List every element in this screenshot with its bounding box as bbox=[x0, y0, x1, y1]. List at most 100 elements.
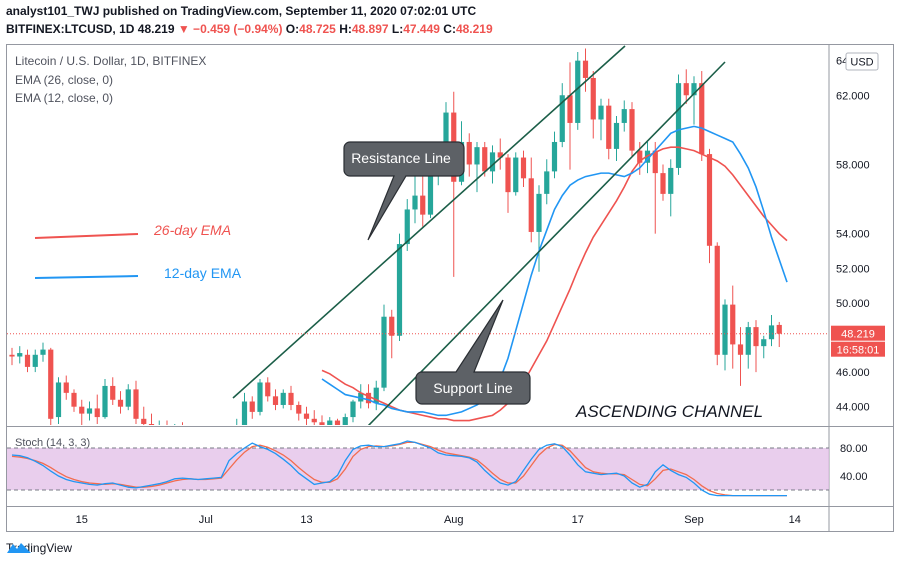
ema26-study-label: EMA (26, close, 0) bbox=[15, 73, 114, 87]
chart-frame[interactable] bbox=[6, 44, 894, 532]
candle-body bbox=[482, 147, 488, 172]
time-tick-label: 15 bbox=[76, 514, 88, 526]
price-tag-label: 48.219 bbox=[841, 329, 875, 341]
candle-body bbox=[164, 427, 169, 436]
time-axis: 15 Jul 13 Aug 17 Sep 14 bbox=[76, 514, 801, 526]
candle-body bbox=[621, 109, 627, 123]
time-tick-label: 14 bbox=[789, 514, 801, 526]
price-tick-label: 54.000 bbox=[836, 229, 870, 241]
candle-body bbox=[714, 245, 720, 355]
candle-body bbox=[652, 150, 658, 174]
candle-body bbox=[9, 354, 15, 357]
candle-body bbox=[660, 173, 666, 194]
price-tick-label: 62.000 bbox=[836, 90, 870, 102]
candle-body bbox=[257, 382, 263, 412]
open-value: 48.725 bbox=[299, 22, 336, 36]
countdown-tag bbox=[831, 341, 885, 357]
candle-body bbox=[172, 431, 177, 436]
candle-body bbox=[188, 438, 193, 445]
price-tick-label: 46.000 bbox=[836, 367, 870, 379]
candle-body bbox=[637, 150, 643, 163]
candle-body bbox=[280, 392, 286, 405]
candle-body bbox=[404, 209, 410, 245]
candle-body bbox=[606, 105, 612, 149]
time-tick-label: 13 bbox=[300, 514, 312, 526]
candle-body bbox=[598, 105, 604, 120]
resistance-callout-label: Resistance Line bbox=[351, 150, 451, 166]
currency-label: USD bbox=[850, 57, 873, 69]
candle-body bbox=[505, 157, 511, 193]
candle-body bbox=[195, 438, 200, 445]
candle-body bbox=[319, 422, 325, 425]
ema12-line bbox=[321, 125, 788, 417]
candle-body bbox=[334, 420, 341, 425]
price-tick-label: 50.000 bbox=[836, 298, 870, 310]
candle-body bbox=[582, 60, 589, 78]
candle-body bbox=[776, 324, 782, 334]
countdown-label: 16:58:01 bbox=[837, 345, 880, 357]
candle-body bbox=[443, 112, 449, 163]
candle-body bbox=[272, 396, 279, 405]
currency-button[interactable] bbox=[845, 52, 879, 71]
candle-body bbox=[544, 171, 550, 194]
stoch-band bbox=[7, 448, 829, 490]
candle-body bbox=[265, 382, 271, 397]
price-tick-label: 44.000 bbox=[836, 402, 870, 414]
candle-body bbox=[303, 413, 310, 419]
time-tick-label: Aug bbox=[444, 514, 464, 526]
candle-body bbox=[32, 354, 38, 367]
candle-body bbox=[211, 441, 216, 444]
candle-body bbox=[327, 420, 333, 425]
candle-body bbox=[520, 157, 527, 179]
candle-body bbox=[102, 385, 108, 418]
symbol: BITFINEX:LTCUSD, 1D bbox=[6, 22, 135, 36]
candle-body bbox=[249, 401, 255, 412]
close-prefix: C: bbox=[443, 22, 456, 36]
stoch-study-label: Stoch (14, 3, 3) bbox=[15, 437, 91, 449]
candle-body bbox=[396, 244, 403, 336]
candle-body bbox=[691, 83, 697, 96]
candle-body bbox=[71, 392, 77, 407]
candle-body bbox=[203, 438, 208, 441]
candle-body bbox=[79, 406, 85, 414]
price-tick-label: 52.000 bbox=[836, 263, 870, 275]
candle-body bbox=[180, 431, 185, 438]
candle-body bbox=[86, 408, 93, 414]
price-axis: 64.00062.00058.00054.00052.00050.00046.0… bbox=[836, 56, 870, 414]
price-change: ▼ −0.459 (−0.94%) bbox=[177, 22, 283, 36]
stoch-axis: 80.00 40.00 bbox=[840, 443, 868, 483]
candle-body bbox=[575, 60, 581, 123]
support-callout: Support Line bbox=[415, 299, 531, 405]
candle-body bbox=[420, 195, 426, 215]
candle-body bbox=[350, 401, 356, 418]
candle-body bbox=[148, 424, 155, 425]
stoch-k-line bbox=[11, 440, 787, 497]
candle-body bbox=[567, 95, 573, 123]
candle-body bbox=[288, 392, 294, 405]
candle-body bbox=[226, 433, 231, 440]
candle-body bbox=[427, 173, 434, 215]
candle-body bbox=[296, 404, 302, 414]
candle-body bbox=[94, 408, 100, 418]
time-tick-label: Jul bbox=[199, 514, 213, 526]
candle-body bbox=[559, 95, 565, 142]
price-tag bbox=[831, 325, 885, 341]
candle-body bbox=[17, 353, 23, 357]
candle-body bbox=[389, 316, 395, 336]
candle-body bbox=[117, 399, 124, 407]
support-trendline bbox=[367, 61, 726, 425]
channel-label: ASCENDING CHANNEL bbox=[575, 402, 763, 421]
candle-body bbox=[110, 385, 116, 400]
candle-body bbox=[513, 157, 519, 193]
candle-body bbox=[683, 83, 689, 96]
chart-title: Litecoin / U.S. Dollar, 1D, BITFINEX bbox=[15, 54, 207, 68]
candle-body bbox=[668, 167, 674, 194]
candle-body bbox=[474, 147, 480, 165]
ema12-legend-stroke bbox=[34, 275, 139, 279]
candle-body bbox=[722, 304, 728, 355]
close-value: 48.219 bbox=[455, 22, 493, 36]
high-value: 48.897 bbox=[351, 22, 389, 36]
candle-body bbox=[55, 382, 62, 418]
candle-body bbox=[48, 349, 54, 419]
